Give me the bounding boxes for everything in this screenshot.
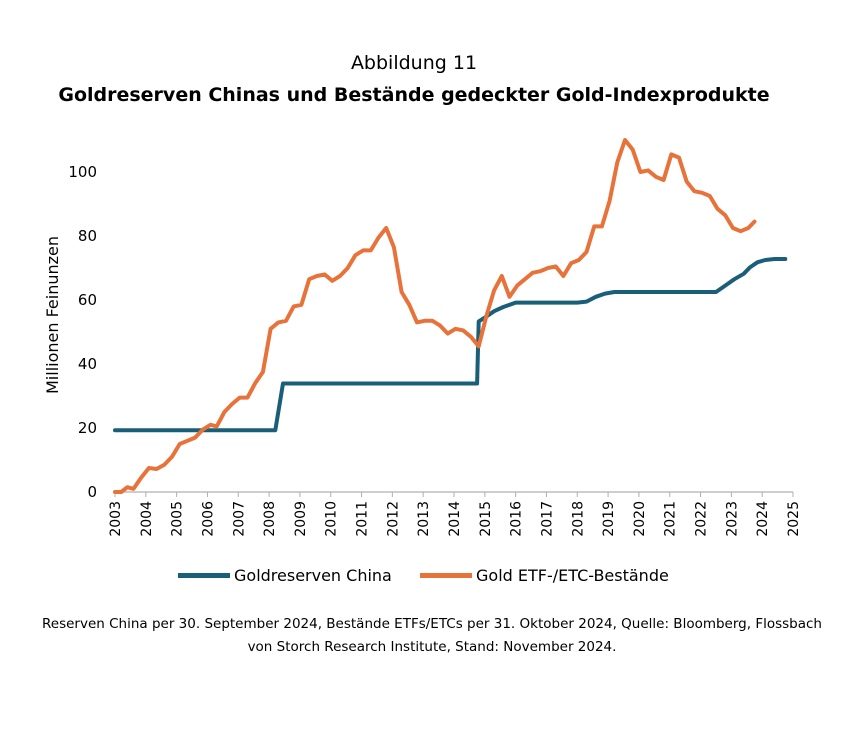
x-tick-label: 2005 (170, 501, 186, 537)
axes: 2003 2004 2005 2006 2007 2008 2009 2010 2011 2012… (68, 163, 802, 537)
x-tick-label: 2017 (539, 501, 555, 537)
chart-title: Goldreserven Chinas und Bestände gedeckt… (58, 84, 770, 106)
series-layer (113, 138, 788, 494)
y-tick-label: 40 (78, 355, 97, 373)
x-tick-label: 2022 (694, 501, 710, 537)
footnote-line-2: von Storch Research Institute, Stand: No… (247, 639, 617, 655)
x-tick-label: 2023 (724, 501, 740, 537)
y-tick-label: 100 (68, 163, 97, 181)
y-tick-label: 60 (78, 291, 97, 309)
x-tick-label: 2007 (231, 501, 247, 537)
x-tick-label: 2006 (200, 501, 216, 537)
footnote: Reserven China per 30. September 2024, B… (30, 613, 834, 659)
x-tick-label: 2014 (447, 501, 463, 537)
legend-swatch-goldreserven (178, 573, 230, 578)
series-line-gold-etf-etc (113, 138, 757, 494)
x-tick-label: 2024 (755, 501, 771, 537)
y-tick-label: 20 (78, 419, 97, 437)
legend-label-etf: Gold ETF-/ETC-Bestände (476, 566, 669, 585)
x-tick-label: 2016 (509, 501, 525, 537)
y-tick-label: 80 (78, 227, 97, 245)
y-axis-label: Millionen Feinunzen (43, 236, 62, 394)
legend-item-etf: Gold ETF-/ETC-Bestände (420, 566, 669, 585)
legend-label-goldreserven: Goldreserven China (234, 566, 392, 585)
x-tick-label: 2025 (786, 501, 802, 537)
x-tick-label: 2019 (601, 501, 617, 537)
x-tick-label: 2011 (355, 501, 371, 537)
footnote-line-1: Reserven China per 30. September 2024, B… (42, 616, 822, 632)
x-tick-label: 2003 (108, 501, 124, 537)
series-line-goldreserven-china (113, 257, 788, 433)
x-tick-label: 2015 (478, 501, 494, 537)
x-tick-label: 2021 (663, 501, 679, 537)
legend: Goldreserven China Gold ETF-/ETC-Beständ… (0, 566, 864, 588)
y-tick-label: 0 (87, 483, 97, 501)
x-tick-label: 2010 (324, 501, 340, 537)
figure-label: Abbildung 11 (350, 52, 478, 74)
legend-swatch-etf (420, 573, 472, 578)
x-tick-label: 2018 (570, 501, 586, 537)
legend-item-goldreserven: Goldreserven China (178, 566, 392, 585)
x-tick-label: 2012 (385, 501, 401, 537)
x-tick-label: 2009 (293, 501, 309, 537)
x-tick-label: 2013 (416, 501, 432, 537)
x-tick-label: 2004 (139, 501, 155, 537)
x-tick-label: 2008 (262, 501, 278, 537)
x-tick-label: 2020 (632, 501, 648, 537)
